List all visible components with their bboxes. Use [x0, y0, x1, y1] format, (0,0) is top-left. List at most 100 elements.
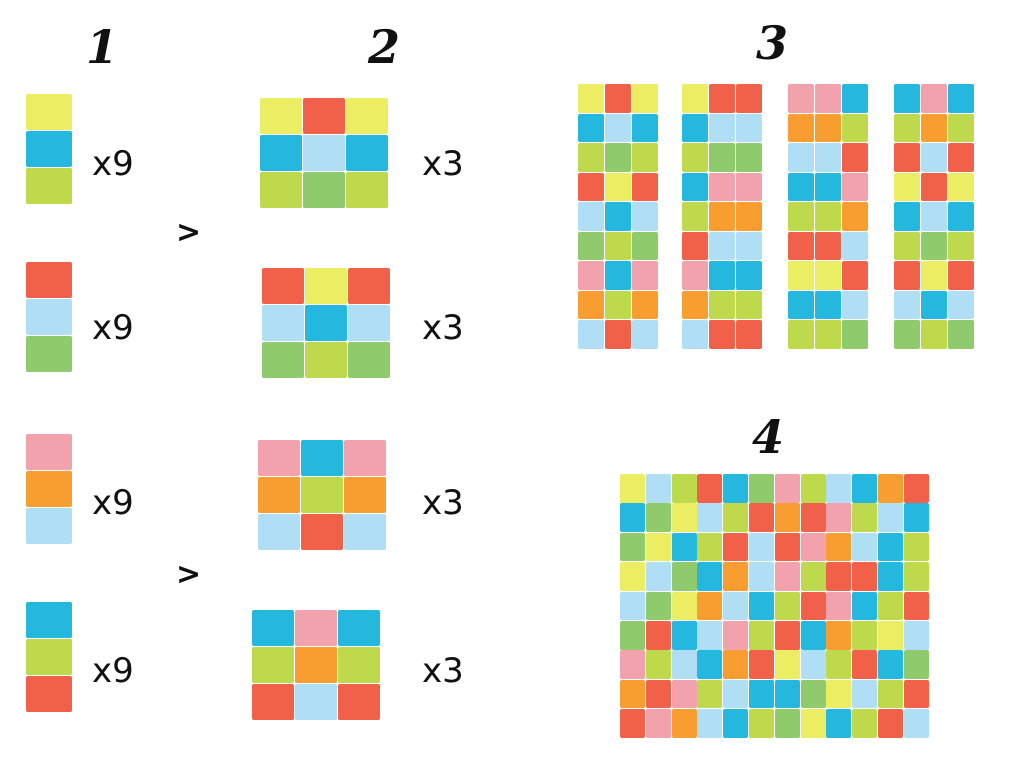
quilt-square: [903, 503, 929, 532]
quilt-square: [878, 591, 903, 621]
quilt-square: [697, 650, 723, 679]
quilt-square: [671, 591, 697, 621]
column-square: [842, 231, 868, 260]
quilt-square: [878, 503, 903, 532]
quilt-square: [671, 562, 697, 591]
block-square: [348, 342, 390, 378]
block-square: [344, 514, 386, 550]
quilt-square: [749, 532, 774, 562]
column-square: [921, 202, 947, 231]
quilt-square: [671, 709, 697, 738]
strip-square: [26, 131, 72, 167]
column-square: [815, 231, 841, 260]
column-square: [632, 84, 658, 113]
column-square: [894, 231, 920, 260]
quilt-square: [878, 679, 903, 709]
column-square: [894, 320, 920, 349]
column-square: [788, 320, 814, 349]
quilt-square: [852, 532, 878, 562]
column-square: [815, 261, 841, 290]
block-square: [258, 514, 300, 550]
block-square: [338, 684, 380, 720]
block-square: [305, 268, 347, 304]
block-square: [338, 647, 380, 683]
column-square: [709, 202, 735, 231]
column-square: [736, 231, 762, 260]
column-square: [894, 143, 920, 172]
column-square: [948, 202, 974, 231]
column-square: [921, 261, 947, 290]
column-square: [894, 290, 920, 319]
column-square: [788, 231, 814, 260]
column-square: [578, 172, 604, 201]
quilt-square: [671, 503, 697, 532]
column-square: [815, 290, 841, 319]
quilt-square: [723, 621, 749, 650]
column-square: [788, 290, 814, 319]
column-square: [605, 84, 631, 113]
quilt-square: [620, 679, 645, 709]
block-multiplier: x3: [422, 144, 464, 184]
quilt-square: [800, 532, 826, 562]
column-square: [948, 172, 974, 201]
column-square: [682, 143, 708, 172]
column-square: [605, 320, 631, 349]
quilt-square: [620, 709, 645, 738]
column-square: [921, 143, 947, 172]
quilt-square: [697, 474, 723, 503]
column-square: [842, 320, 868, 349]
quilt-square: [697, 562, 723, 591]
quilt-square: [697, 621, 723, 650]
column-square: [632, 202, 658, 231]
column-square: [605, 202, 631, 231]
column-square: [842, 290, 868, 319]
quilt-square: [852, 562, 878, 591]
quilt-square: [826, 650, 852, 679]
quilt-square: [800, 562, 826, 591]
block-square: [348, 305, 390, 341]
column-square: [632, 113, 658, 142]
quilt-square: [826, 562, 852, 591]
quilt-square: [826, 709, 852, 738]
column-square: [632, 231, 658, 260]
block-square: [348, 268, 390, 304]
column-square: [709, 84, 735, 113]
block-square: [303, 98, 345, 134]
column-square: [921, 231, 947, 260]
quilt-square: [645, 650, 671, 679]
quilt-square: [645, 562, 671, 591]
strip-square: [26, 508, 72, 544]
quilt-square: [852, 503, 878, 532]
column-square: [682, 231, 708, 260]
quilt-square: [645, 679, 671, 709]
block-square: [301, 514, 343, 550]
quilt-square: [671, 474, 697, 503]
column-square: [948, 320, 974, 349]
quilt-square: [852, 650, 878, 679]
quilt-square: [800, 709, 826, 738]
quilt-square: [620, 650, 645, 679]
column-square: [948, 231, 974, 260]
quilt-square: [645, 709, 671, 738]
quilt-square: [852, 621, 878, 650]
quilt-square: [878, 532, 903, 562]
quilt-square: [800, 650, 826, 679]
quilt-square: [697, 679, 723, 709]
quilt-square: [645, 503, 671, 532]
quilt-square: [620, 621, 645, 650]
block-multiplier: x3: [422, 308, 464, 348]
block-square: [303, 172, 345, 208]
column-square: [921, 84, 947, 113]
quilt-square: [903, 621, 929, 650]
quilt-square: [697, 591, 723, 621]
quilt-square: [826, 474, 852, 503]
step-1-label: 1: [86, 20, 119, 74]
column-square: [948, 261, 974, 290]
quilt-square: [800, 679, 826, 709]
column-square: [578, 231, 604, 260]
quilt-square: [826, 679, 852, 709]
block-square: [260, 172, 302, 208]
column-square: [709, 172, 735, 201]
column-square: [632, 261, 658, 290]
quilt-square: [749, 562, 774, 591]
